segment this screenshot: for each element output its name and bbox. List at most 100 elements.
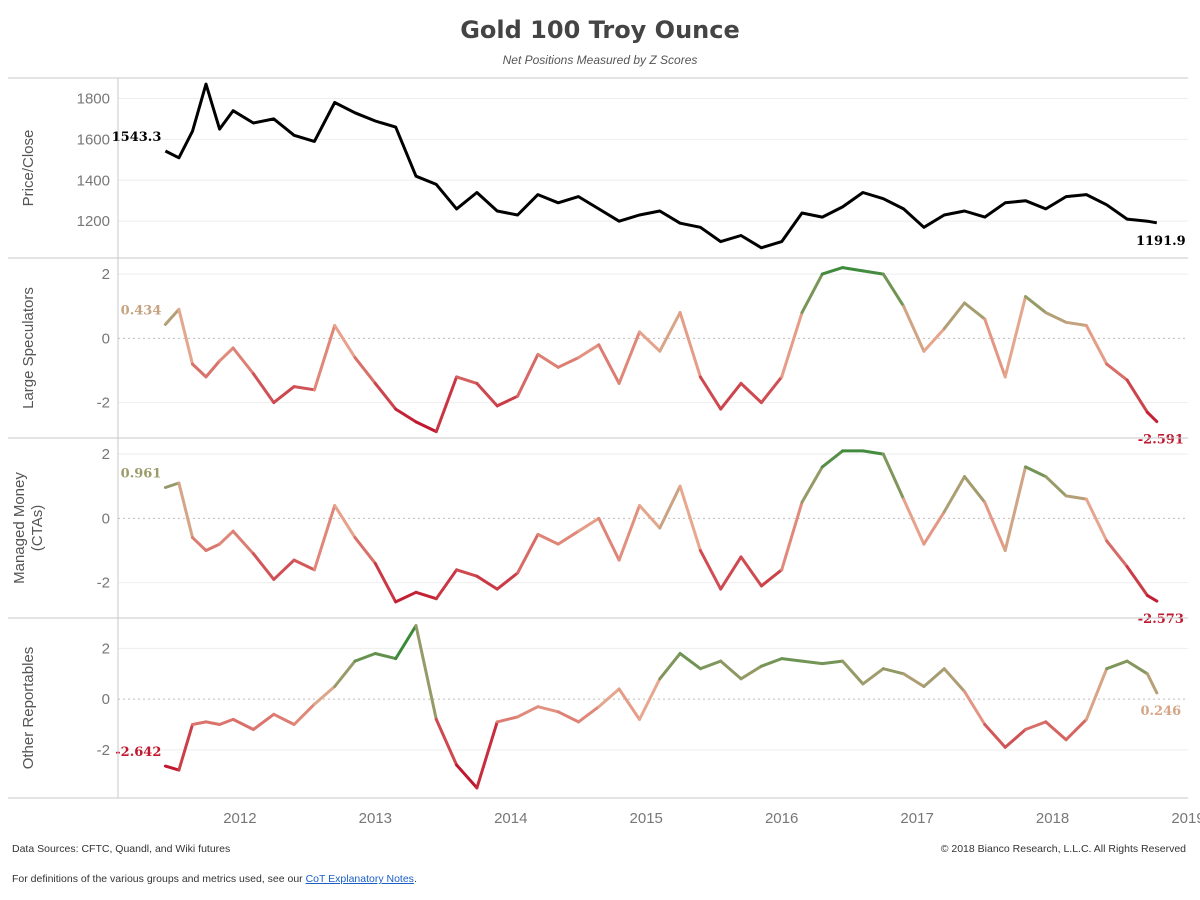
zscore-segment: [191, 720, 208, 726]
zscore-segment: [902, 497, 926, 546]
zscore-segment: [292, 558, 316, 572]
zscore-segment: [251, 552, 276, 581]
zscore-segment: [820, 266, 845, 276]
zscore-segment: [272, 385, 296, 405]
end-value-label: -2.573: [1138, 612, 1184, 627]
zscore-segment: [556, 356, 580, 369]
zscore-segment: [698, 659, 723, 671]
zscore-segment: [475, 720, 499, 790]
x-tick-label: 2012: [223, 810, 256, 827]
zscore-segment: [983, 317, 1007, 379]
zscore-segment: [881, 667, 906, 676]
zscore-segment: [373, 381, 398, 411]
zscore-segment: [292, 702, 316, 726]
zscore-segment: [1145, 672, 1159, 695]
zscore-segment: [739, 664, 763, 681]
zscore-segment: [231, 346, 255, 376]
y-tick-label: 1800: [77, 90, 110, 107]
zscore-segment: [820, 449, 845, 469]
zscore-segment: [719, 381, 743, 411]
zscore-segment: [163, 481, 181, 489]
zscore-segment: [434, 568, 459, 601]
end-value-label: -2.591: [1138, 433, 1184, 448]
zscore-segment: [1105, 539, 1129, 569]
zscore-segment: [597, 687, 621, 709]
y-tick-label: 2: [102, 640, 110, 657]
y-tick-label: -2: [97, 742, 110, 759]
x-tick-label: 2013: [359, 810, 392, 827]
panel-3: -2 0 2 Managed Money(CTAs) 0.961 -2.573: [8, 437, 1188, 627]
zscore-segment: [780, 657, 804, 663]
y-axis-label: Managed Money(CTAs): [11, 472, 46, 584]
zscore-segment: [800, 272, 824, 315]
zscore-segment: [638, 504, 662, 530]
zscore-segment: [881, 272, 906, 308]
zscore-segment: [394, 624, 418, 661]
zscore-segment: [1125, 378, 1149, 414]
zscore-segment: [556, 710, 580, 724]
x-tick-label: 2016: [765, 810, 798, 827]
zscore-segment: [922, 667, 946, 688]
y-axis-label: Large Speculators: [20, 287, 37, 409]
zscore-segment: [177, 481, 194, 540]
zscore-segment: [251, 372, 276, 405]
zscore-segment: [597, 516, 621, 562]
zscore-segment: [780, 311, 804, 379]
x-tick-label: 2015: [630, 810, 663, 827]
zscore-segment: [698, 549, 723, 591]
zscore-segment: [1084, 667, 1109, 721]
zscore-segment: [759, 657, 784, 668]
zscore-segment: [312, 685, 337, 706]
zscore-segment: [638, 677, 662, 721]
zscore-segment: [312, 324, 337, 392]
zscore-segment: [475, 574, 499, 591]
zscore-segment: [658, 484, 682, 530]
zscore-segment: [963, 690, 987, 726]
zscore-segment: [861, 449, 885, 456]
zscore-segment: [638, 330, 662, 353]
end-value-label: 1191.9: [1136, 234, 1186, 249]
zscore-segment: [373, 652, 398, 661]
zscore-segment: [881, 452, 906, 501]
zscore-segment: [800, 465, 824, 504]
zscore-segment: [963, 475, 987, 504]
zscore-segment: [495, 394, 520, 408]
zscore-segment: [658, 652, 682, 681]
zscore-segment: [218, 717, 235, 726]
zscore-segment: [658, 311, 682, 353]
zscore-segment: [204, 720, 222, 726]
zscore-segment: [1044, 475, 1068, 498]
zscore-segment: [1145, 410, 1159, 424]
zscore-segment: [272, 712, 296, 726]
definitions-suffix: .: [413, 873, 417, 885]
zscore-segment: [218, 529, 235, 546]
zscore-segment: [841, 659, 865, 686]
zscore-segment: [617, 687, 641, 721]
zscore-segment: [353, 356, 377, 385]
zscore-segment: [1125, 659, 1149, 676]
y-tick-label: 1400: [77, 172, 110, 189]
zscore-segment: [191, 536, 208, 552]
zscore-segment: [177, 307, 194, 366]
zscore-segment: [414, 624, 438, 721]
y-tick-label: -2: [97, 395, 110, 412]
zscore-segment: [942, 301, 966, 331]
definitions-prefix: For definitions of the various groups an…: [12, 873, 303, 885]
start-value-label: 0.961: [121, 466, 162, 481]
zscore-segment: [312, 504, 337, 572]
zscore-segment: [414, 420, 438, 434]
zscore-segment: [1044, 720, 1068, 742]
zscore-segment: [333, 324, 357, 360]
zscore-segment: [739, 381, 763, 405]
zscore-segment: [163, 307, 181, 326]
zscore-segment: [191, 362, 208, 379]
zscore-segment: [902, 304, 926, 353]
zscore-segment: [1105, 362, 1129, 382]
zscore-segment: [678, 311, 702, 379]
x-tick-label: 2017: [900, 810, 933, 827]
start-value-label: 0.434: [121, 303, 162, 318]
zscore-segment: [434, 375, 459, 434]
y-tick-label: 0: [102, 330, 110, 347]
cot-notes-link[interactable]: CoT Explanatory Notes: [305, 873, 414, 885]
